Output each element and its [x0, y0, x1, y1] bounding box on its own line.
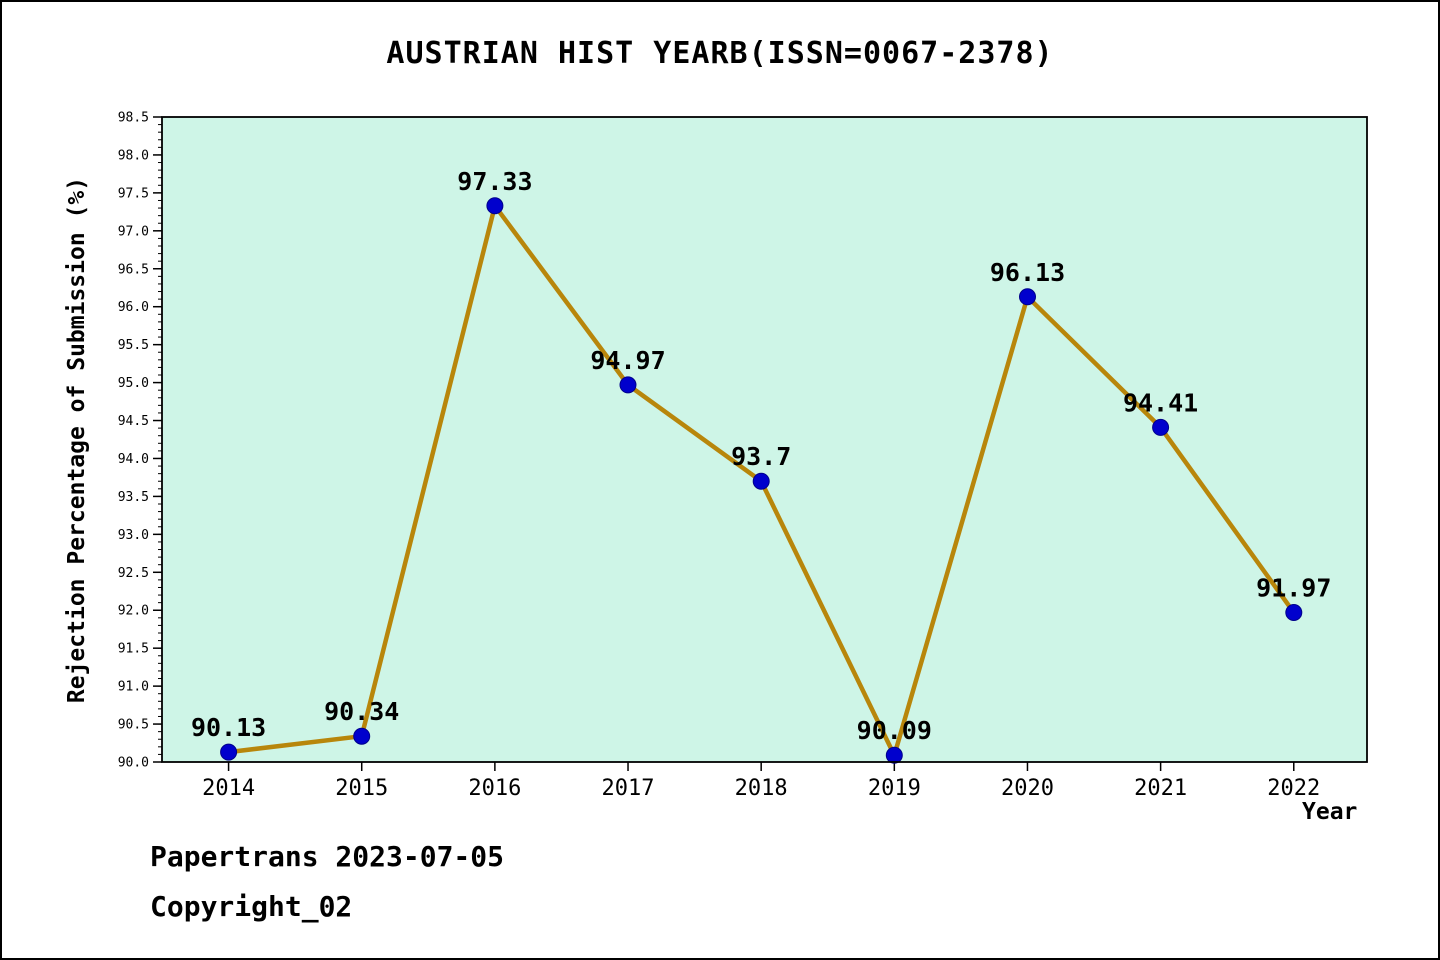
footer-copyright: Copyright_02	[150, 890, 353, 923]
point-label: 90.13	[191, 713, 266, 742]
y-tick-label: 92.0	[118, 604, 149, 619]
plot-frame	[161, 116, 1368, 763]
y-tick-label: 94.5	[118, 414, 149, 429]
point-label: 93.7	[731, 442, 791, 471]
y-tick-label: 95.5	[118, 338, 149, 353]
data-point	[619, 376, 637, 394]
x-tick-label: 2014	[202, 776, 255, 801]
point-label: 97.33	[457, 167, 532, 196]
y-tick-label: 93.5	[118, 490, 149, 505]
y-tick-label: 98.5	[118, 111, 149, 126]
data-point	[1019, 288, 1036, 306]
y-tick-label: 90.5	[118, 718, 149, 733]
y-tick-label: 91.5	[118, 642, 149, 657]
y-tick-label: 97.0	[118, 224, 149, 239]
x-tick-label: 2016	[468, 776, 521, 801]
chart-title: AUSTRIAN HIST YEARB(ISSN=0067-2378)	[386, 36, 1054, 71]
point-label: 90.34	[324, 697, 399, 726]
y-tick-label: 98.0	[118, 148, 149, 163]
x-tick-label: 2021	[1134, 776, 1187, 801]
y-tick-label: 95.0	[118, 376, 149, 391]
y-tick-label: 96.5	[118, 262, 149, 277]
data-point	[1152, 418, 1170, 436]
data-point	[885, 746, 903, 764]
x-tick-label: 2018	[735, 776, 788, 801]
point-label: 94.97	[590, 346, 665, 375]
footer-source-date: Papertrans 2023-07-05	[150, 840, 505, 873]
x-axis-label: Year	[1302, 799, 1358, 825]
y-tick-label: 94.0	[118, 452, 149, 467]
plot-background	[162, 117, 1367, 762]
y-tick-label: 92.5	[118, 566, 149, 581]
x-tick-label: 2022	[1267, 776, 1320, 801]
x-tick-label: 2019	[868, 776, 921, 801]
y-tick-label: 90.0	[118, 756, 149, 771]
data-point	[486, 197, 504, 215]
x-tick-label: 2015	[335, 776, 388, 801]
y-tick-label: 91.0	[118, 680, 149, 695]
data-point	[220, 743, 238, 761]
data-point	[1285, 604, 1303, 621]
point-label: 90.09	[857, 716, 932, 745]
point-label: 96.13	[990, 258, 1065, 287]
point-label: 94.41	[1123, 388, 1198, 417]
y-tick-label: 93.0	[118, 528, 149, 543]
data-point	[353, 727, 371, 745]
point-label: 91.97	[1256, 574, 1331, 603]
data-point	[752, 472, 770, 490]
x-tick-label: 2020	[1001, 776, 1054, 801]
x-tick-label: 2017	[602, 776, 655, 801]
y-tick-label: 97.5	[118, 186, 149, 201]
y-tick-label: 96.0	[118, 300, 149, 315]
